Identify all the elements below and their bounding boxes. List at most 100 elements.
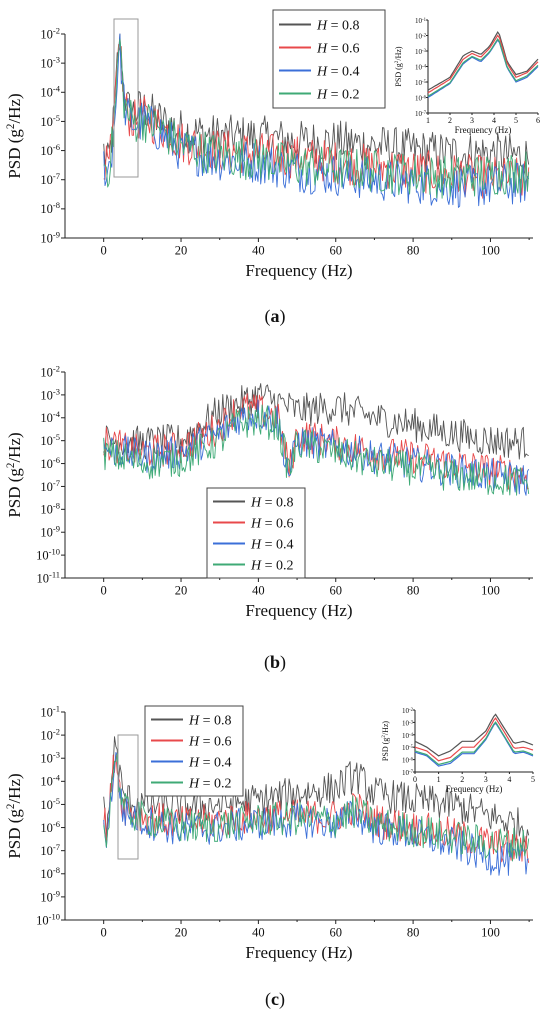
y-tick-label: 10-9: [40, 524, 60, 540]
inset: 10-7 10-6 10-5 10-4 10-3 10-2 10-1 1 2 3 4 5 6 Freque…: [394, 17, 540, 135]
x-axis-title: Frequency (Hz): [245, 261, 352, 280]
panel-label: (b): [264, 652, 286, 673]
inset: 10-7 10-6 10-5 10-4 10-3 10-2 0 1 2 3 4 5 Frequency …: [381, 707, 535, 794]
inset-series-line: [427, 34, 539, 94]
y-tick-label: 10-2: [40, 363, 60, 379]
x-tick-label: 40: [252, 584, 265, 598]
y-tick-label: 10-9: [40, 229, 60, 245]
legend-entry: H = 0.4: [188, 755, 232, 770]
y-tick-label: 10-6: [40, 455, 60, 471]
inset-x-tick-label: 4: [492, 116, 496, 125]
y-tick-label: 10-1: [40, 703, 60, 719]
inset-x-tick-label: 5: [514, 116, 518, 125]
y-tick-label: 10-9: [40, 888, 60, 904]
inset-x-tick-label: 2: [448, 116, 452, 125]
y-tick-label: 10-3: [40, 386, 60, 402]
panel-label: (c): [265, 989, 285, 1010]
inset-y-tick-label: 10-3: [415, 48, 427, 56]
panel-b: 10-11 10-10 10-9 10-8 10-7 10-6 10-5 10-4 10-3 10…: [5, 363, 533, 673]
y-tick-label: 10-5: [40, 432, 60, 448]
x-tick-label: 20: [175, 584, 188, 598]
legend-entry: H = 0.4: [316, 64, 360, 79]
legend-entry: H = 0.4: [250, 537, 294, 552]
inset-y-tick-label: 10-5: [402, 744, 414, 752]
y-tick-label: 10-5: [40, 113, 60, 129]
y-axis-title: PSD (g2/Hz): [5, 432, 24, 517]
x-tick-label: 100: [481, 926, 500, 940]
x-tick-label: 0: [101, 244, 107, 258]
inset-series-line: [414, 717, 534, 762]
x-tick-label: 100: [481, 584, 500, 598]
inset-series-line: [427, 38, 539, 97]
legend-entry: H = 0.6: [188, 734, 232, 749]
panel-a: 10-9 10-8 10-7 10-6 10-5 10-4 10-3 10-2 0 20 40 60 8…: [5, 9, 540, 327]
inset-series-line: [414, 713, 534, 757]
x-tick-label: 80: [407, 244, 420, 258]
inset-x-label: Frequency (Hz): [455, 125, 512, 135]
y-tick-label: 10-2: [40, 726, 60, 742]
panel-c: 10-1010-910-810-710-610-510-410-310-210-…: [5, 703, 535, 1010]
inset-background: [428, 20, 538, 113]
x-tick-label: 60: [329, 584, 342, 598]
inset-y-tick-label: 10-7: [402, 769, 414, 777]
inset-series-line: [414, 721, 534, 767]
y-tick-label: 10-8: [40, 865, 60, 881]
inset-series-line: [427, 39, 539, 98]
y-tick-label: 10-6: [40, 819, 60, 835]
x-tick-label: 100: [481, 244, 500, 258]
x-tick-label: 80: [407, 584, 420, 598]
inset-y-tick-label: 10-2: [415, 33, 427, 41]
y-tick-label: 10-10: [36, 911, 60, 927]
series-line: [103, 38, 530, 199]
legend-box: [144, 705, 244, 797]
inset-y-tick-label: 10-3: [402, 719, 414, 727]
y-tick-label: 10-2: [40, 25, 60, 41]
x-tick-label: 0: [101, 926, 107, 940]
inset-x-tick-label: 3: [484, 775, 488, 784]
legend-box: [206, 487, 306, 579]
inset-y-label: PSD (g2/Hz): [381, 721, 390, 761]
y-tick-label: 10-4: [40, 84, 60, 100]
y-tick-label: 10-7: [40, 842, 60, 858]
inset-y-tick-label: 10-1: [415, 17, 427, 25]
x-tick-label: 60: [329, 244, 342, 258]
legend-entry: H = 0.8: [188, 713, 232, 728]
x-tick-label: 80: [407, 926, 420, 940]
inset-x-tick-label: 4: [507, 775, 511, 784]
legend-entry: H = 0.6: [250, 516, 294, 531]
inset-x-tick-label: 6: [536, 116, 540, 125]
legend-entry: H = 0.6: [316, 41, 360, 56]
legend-box: [272, 9, 386, 109]
legend: H = 0.8 H = 0.6 H = 0.4 H = 0.2: [206, 487, 306, 579]
x-axis-title: Frequency (Hz): [245, 943, 352, 962]
y-tick-label: 10-6: [40, 142, 60, 158]
x-axis-title: Frequency (Hz): [245, 601, 352, 620]
y-axis-title: PSD (g2/Hz): [5, 773, 24, 858]
inset-x-tick-label: 5: [531, 775, 535, 784]
legend-entry: H = 0.8: [316, 18, 360, 33]
y-tick-label: 10-7: [40, 478, 60, 494]
x-tick-label: 60: [329, 926, 342, 940]
inset-y-tick-label: 10-5: [415, 79, 427, 87]
inset-series-line: [414, 721, 534, 766]
x-tick-label: 40: [252, 926, 265, 940]
inset-y-tick-label: 10-6: [402, 757, 414, 765]
inset-x-tick-label: 3: [470, 116, 474, 125]
series-line: [103, 393, 529, 491]
zoom-region-box: [113, 18, 139, 178]
inset-x-tick-label: 1: [437, 775, 441, 784]
inset-x-label: Frequency (Hz): [446, 784, 503, 794]
series-line: [103, 753, 530, 862]
y-tick-label: 10-7: [40, 171, 60, 187]
y-tick-label: 10-10: [36, 546, 60, 562]
y-tick-label: 10-5: [40, 796, 60, 812]
series-line: [103, 404, 530, 496]
x-tick-label: 40: [252, 244, 265, 258]
series-line: [103, 33, 530, 208]
legend-entry: H = 0.2: [316, 87, 360, 102]
y-tick-label: 10-8: [40, 200, 60, 216]
inset-x-tick-label: 1: [426, 116, 430, 125]
zoom-region-box: [117, 734, 139, 860]
inset-x-tick-label: 2: [460, 775, 464, 784]
